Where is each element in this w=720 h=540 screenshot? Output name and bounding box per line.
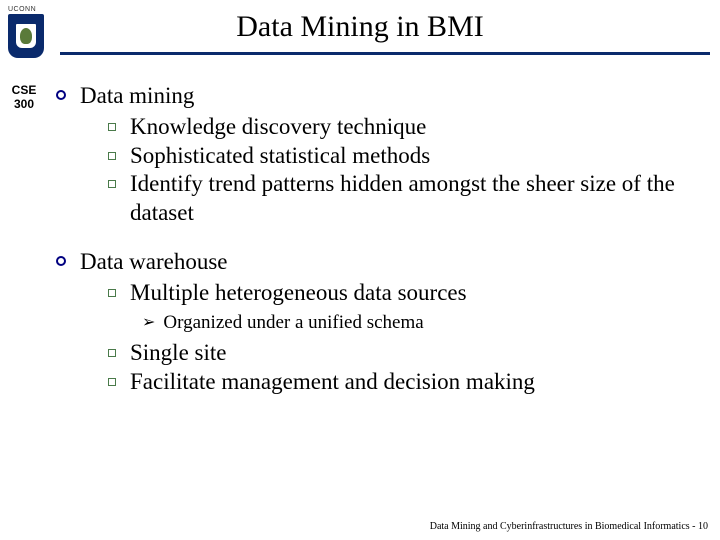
page-title: Data Mining in BMI	[0, 10, 720, 44]
sub-text: Multiple heterogeneous data sources	[130, 279, 467, 308]
subsub-item: ➢ Organized under a unified schema	[142, 311, 535, 335]
bullet-data-mining: Data mining Knowledge discovery techniqu…	[56, 82, 700, 228]
bullet-data-warehouse: Data warehouse Multiple heterogeneous da…	[56, 248, 700, 397]
course-number: 300	[14, 97, 34, 111]
sub-text: Knowledge discovery technique	[130, 113, 426, 142]
course-dept: CSE	[12, 83, 37, 97]
sub-text: Single site	[130, 339, 226, 368]
content-area: Data mining Knowledge discovery techniqu…	[56, 82, 700, 417]
square-bullet-icon	[108, 180, 116, 188]
sub-item: Multiple heterogeneous data sources	[108, 279, 535, 308]
bullet-label: Data mining	[80, 83, 194, 108]
sub-list: Multiple heterogeneous data sources ➢ Or…	[80, 279, 535, 397]
subsub-text: Organized under a unified schema	[163, 311, 423, 335]
square-bullet-icon	[108, 349, 116, 357]
square-bullet-icon	[108, 123, 116, 131]
sub-item: Sophisticated statistical methods	[108, 142, 700, 171]
sub-text: Sophisticated statistical methods	[130, 142, 430, 171]
sub-text: Identify trend patterns hidden amongst t…	[130, 170, 700, 228]
square-bullet-icon	[108, 378, 116, 386]
square-bullet-icon	[108, 289, 116, 297]
bullet-label: Data warehouse	[80, 249, 228, 274]
sub-text: Facilitate management and decision makin…	[130, 368, 535, 397]
footer-text: Data Mining and Cyberinfrastructures in …	[430, 521, 708, 532]
bullet-body: Data mining Knowledge discovery techniqu…	[80, 82, 700, 228]
circle-bullet-icon	[56, 90, 66, 100]
header: UCONN Data Mining in BMI	[0, 0, 720, 72]
circle-bullet-icon	[56, 256, 66, 266]
sub-item: Facilitate management and decision makin…	[108, 368, 535, 397]
sub-item: Identify trend patterns hidden amongst t…	[108, 170, 700, 228]
sub-item: Single site	[108, 339, 535, 368]
square-bullet-icon	[108, 152, 116, 160]
sub-list: Knowledge discovery technique Sophistica…	[80, 113, 700, 228]
bullet-body: Data warehouse Multiple heterogeneous da…	[80, 248, 535, 397]
course-label: CSE 300	[4, 84, 44, 112]
arrow-bullet-icon: ➢	[142, 313, 155, 333]
sub-item: Knowledge discovery technique	[108, 113, 700, 142]
title-underline	[60, 52, 710, 55]
